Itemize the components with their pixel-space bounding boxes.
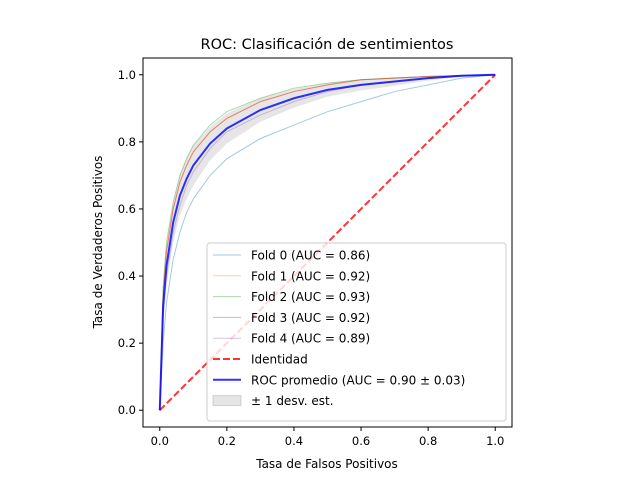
x-tick-label: 1.0 [486, 434, 504, 448]
axis-ticks: 0.0 0.0 0.2 0.2 0.4 0.4 0.6 0.6 0.8 0.8 1.0 1.0 [118, 68, 505, 448]
plot-area [158, 73, 496, 411]
y-axis-label: Tasa de Verdaderos Positivos [91, 156, 105, 330]
legend-fold-0-label: Fold 0 (AUC = 0.86) [251, 249, 370, 263]
y-tick-label: 0.0 [118, 403, 136, 417]
x-tick-label: 0.2 [218, 434, 236, 448]
x-tick-label: 0.0 [151, 434, 169, 448]
x-axis-label: Tasa de Falsos Positivos [255, 457, 398, 471]
legend-identity-label: Identidad [251, 353, 308, 367]
legend-fold-1-label: Fold 1 (AUC = 0.92) [251, 269, 370, 283]
y-tick-label: 0.6 [118, 202, 136, 216]
legend-fold-4-label: Fold 4 (AUC = 0.89) [251, 332, 370, 346]
y-tick-label: 1.0 [118, 68, 136, 82]
fold-3-line [159, 74, 496, 411]
legend-box [206, 242, 507, 422]
x-tick-label: 0.4 [285, 434, 303, 448]
legend-fold-3-label: Fold 3 (AUC = 0.92) [251, 311, 370, 325]
chart-title: ROC: Clasificación de sentimientos [201, 37, 454, 53]
legend-band-handle [212, 395, 242, 407]
fold-0-line [159, 74, 496, 411]
x-tick-label: 0.8 [419, 434, 437, 448]
fold-1-line [159, 74, 496, 411]
legend: Fold 0 (AUC = 0.86) Fold 1 (AUC = 0.92) Fo… [206, 242, 507, 422]
mean-roc-line [158, 73, 496, 411]
y-tick-label: 0.8 [118, 135, 136, 149]
legend-fold-2-label: Fold 2 (AUC = 0.93) [251, 290, 370, 304]
axes-frame [142, 57, 513, 428]
fold-2-line [159, 74, 496, 411]
legend-band-label: ± 1 desv. est. [251, 394, 334, 408]
identity-line [159, 74, 496, 411]
y-tick-label: 0.2 [118, 336, 136, 350]
legend-mean-label: ROC promedio (AUC = 0.90 ± 0.03) [251, 373, 465, 387]
x-tick-label: 0.6 [352, 434, 370, 448]
y-tick-label: 0.4 [118, 269, 136, 283]
